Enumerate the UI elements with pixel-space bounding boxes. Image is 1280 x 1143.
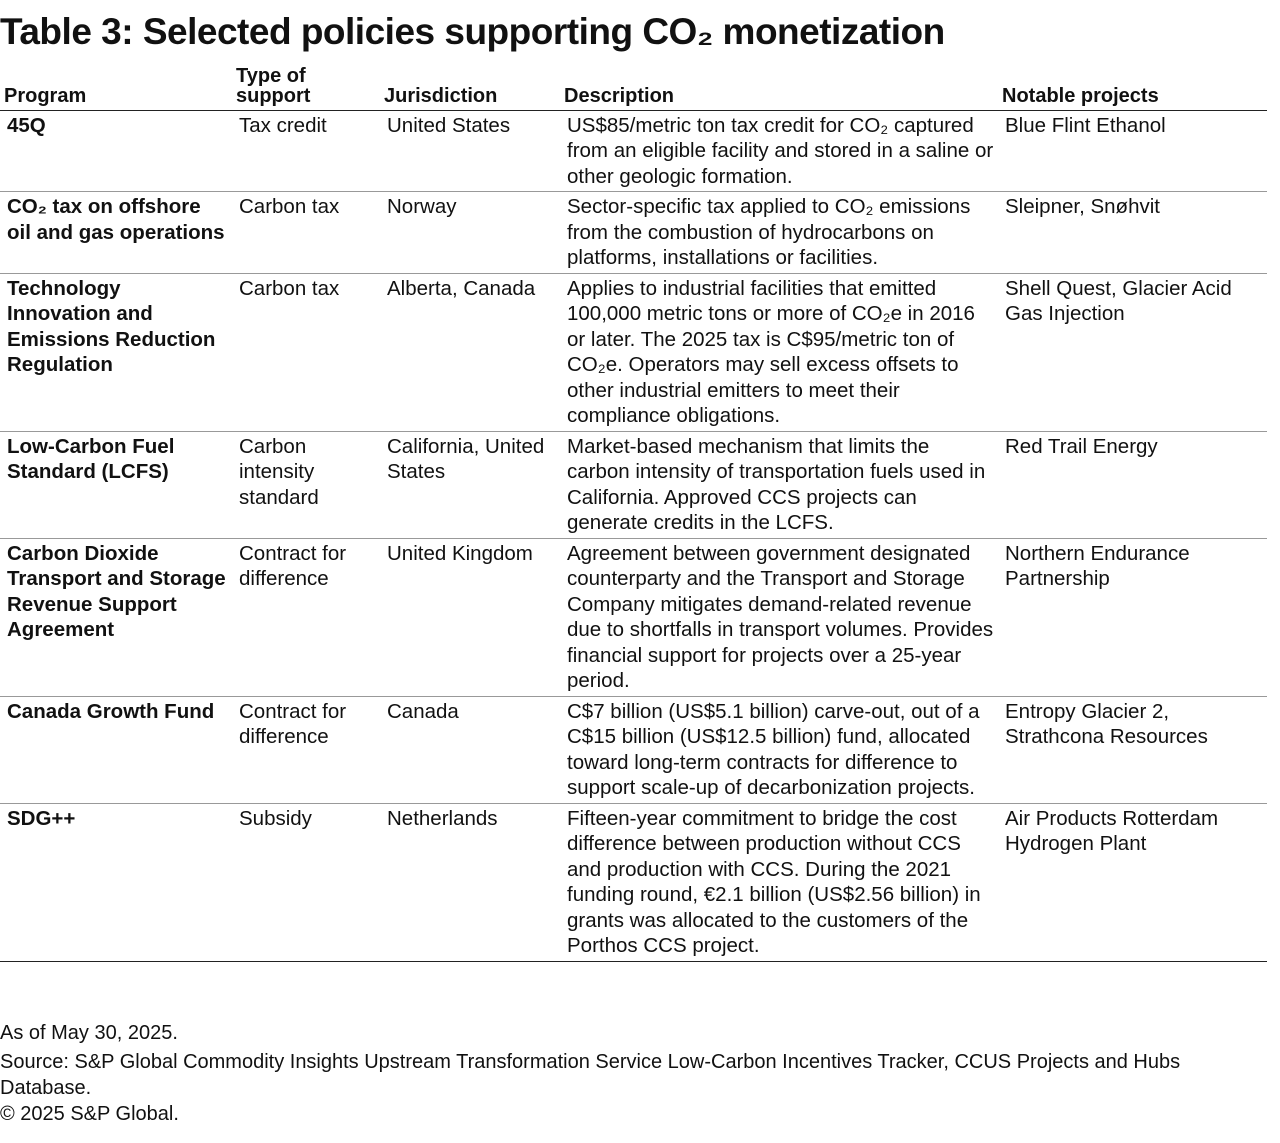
cell-projects: Blue Flint Ethanol [998, 110, 1267, 192]
cell-program: Technology Innovation and Emissions Redu… [0, 273, 232, 432]
cell-type: Carbon tax [232, 273, 380, 432]
cell-description: Applies to industrial facilities that em… [560, 273, 998, 432]
cell-type: Contract for difference [232, 538, 380, 697]
cell-type: Subsidy [232, 803, 380, 962]
table-title: Table 3: Selected policies supporting CO… [0, 11, 945, 52]
cell-program: Carbon Dioxide Transport and Storage Rev… [0, 538, 232, 697]
cell-description: Sector-specific tax applied to CO₂ emiss… [560, 191, 998, 274]
source-note: Source: S&P Global Commodity Insights Up… [0, 1051, 1181, 1099]
cell-description: US$85/metric ton tax credit for CO₂ capt… [560, 110, 998, 192]
cell-jurisdiction: Canada [380, 696, 560, 804]
cell-description: C$7 billion (US$5.1 billion) carve-out, … [560, 696, 998, 804]
header-jurisdiction: Jurisdiction [380, 64, 560, 111]
cell-projects: Air Products Rotterdam Hydrogen Plant [998, 803, 1267, 962]
cell-jurisdiction: California, United States [380, 431, 560, 539]
cell-program: 45Q [0, 110, 232, 192]
cell-type: Contract for difference [232, 696, 380, 804]
as-of-note: As of May 30, 2025. [0, 1022, 178, 1044]
cell-type: Carbon intensity standard [232, 431, 380, 539]
table-row: 45Q Tax credit United States US$85/metri… [0, 110, 1267, 192]
table-row: Canada Growth Fund Contract for differen… [0, 696, 1267, 804]
header-notable-projects: Notable projects [998, 64, 1267, 111]
header-description: Description [560, 64, 998, 111]
cell-jurisdiction: Alberta, Canada [380, 273, 560, 432]
cell-jurisdiction: Netherlands [380, 803, 560, 962]
table-row: SDG++ Subsidy Netherlands Fifteen-year c… [0, 803, 1267, 962]
footnotes: As of May 30, 2025. Source: S&P Global C… [0, 1020, 1267, 1127]
cell-jurisdiction: Norway [380, 191, 560, 274]
cell-program: Low-Carbon Fuel Standard (LCFS) [0, 431, 232, 539]
cell-jurisdiction: United Kingdom [380, 538, 560, 697]
cell-program: SDG++ [0, 803, 232, 962]
table-row: Low-Carbon Fuel Standard (LCFS) Carbon i… [0, 431, 1267, 539]
cell-projects: Northern Endurance Partnership [998, 538, 1267, 697]
table-header-row: Program Type of support Jurisdiction Des… [0, 64, 1267, 111]
cell-type: Tax credit [232, 110, 380, 192]
table-row: Carbon Dioxide Transport and Storage Rev… [0, 538, 1267, 697]
cell-description: Agreement between government designated … [560, 538, 998, 697]
table-row: CO₂ tax on offshore oil and gas operatio… [0, 191, 1267, 274]
header-type-of-support: Type of support [232, 64, 380, 111]
cell-projects: Shell Quest, Glacier Acid Gas Injection [998, 273, 1267, 432]
table-row: Technology Innovation and Emissions Redu… [0, 273, 1267, 432]
cell-program: Canada Growth Fund [0, 696, 232, 804]
policies-table: Program Type of support Jurisdiction Des… [0, 64, 1267, 962]
cell-projects: Sleipner, Snøhvit [998, 191, 1267, 274]
header-program: Program [0, 64, 232, 111]
cell-program: CO₂ tax on offshore oil and gas operatio… [0, 191, 232, 274]
cell-description: Market-based mechanism that limits the c… [560, 431, 998, 539]
cell-jurisdiction: United States [380, 110, 560, 192]
cell-projects: Red Trail Energy [998, 431, 1267, 539]
copyright-note: © 2025 S&P Global. [0, 1103, 179, 1125]
cell-projects: Entropy Glacier 2, Strathcona Resources [998, 696, 1267, 804]
cell-type: Carbon tax [232, 191, 380, 274]
cell-description: Fifteen-year commitment to bridge the co… [560, 803, 998, 962]
